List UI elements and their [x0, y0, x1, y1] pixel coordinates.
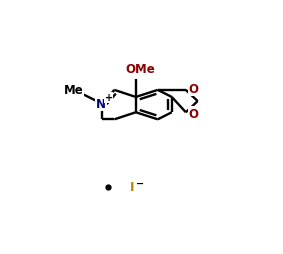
Text: O: O: [188, 107, 198, 120]
Text: +: +: [105, 93, 113, 103]
Text: OMe: OMe: [125, 63, 155, 76]
Text: N: N: [96, 98, 106, 111]
Text: Me: Me: [64, 84, 84, 97]
Text: O: O: [188, 83, 198, 96]
Text: −: −: [136, 178, 143, 188]
Text: I: I: [130, 181, 134, 193]
